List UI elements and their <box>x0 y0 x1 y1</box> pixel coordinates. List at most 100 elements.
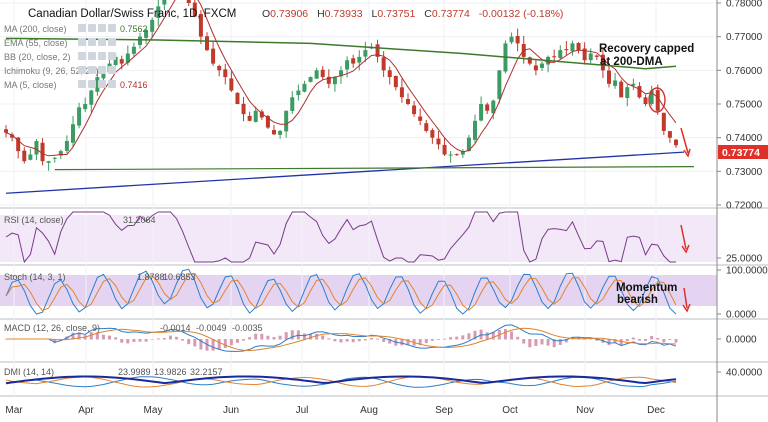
macd-histogram-bar <box>187 339 191 345</box>
dmi-minus-line <box>5 375 677 388</box>
candle-body <box>259 111 264 118</box>
overlay-toolbar-icon-1[interactable] <box>78 38 116 46</box>
open-label: O <box>262 8 270 20</box>
macd-histogram-bar <box>217 339 221 350</box>
y-tick-label: 0.77000 <box>726 32 763 43</box>
stoch-k-line <box>5 268 677 315</box>
macd-histogram-bar <box>339 339 343 343</box>
candle-body <box>83 104 88 110</box>
x-tick-label: Apr <box>78 405 94 416</box>
candle-body <box>643 97 648 104</box>
high-value: 0.73933 <box>325 8 363 20</box>
candle-body <box>351 58 356 64</box>
close-label: C <box>424 8 432 20</box>
candle-body <box>77 107 82 126</box>
down-arrow-rsi <box>680 224 687 250</box>
macd-label: MACD (12, 26, close, 9) <box>4 323 100 333</box>
macd-histogram-bar <box>637 339 641 341</box>
highlight-ellipse <box>648 87 666 113</box>
y-tick-label: 0.74000 <box>726 133 763 144</box>
macd-histogram-bar <box>625 339 629 342</box>
candle-body <box>527 57 532 64</box>
candle-body <box>515 36 520 44</box>
candle-body <box>509 36 514 43</box>
last-price-box <box>718 145 768 159</box>
macd-histogram-bar <box>430 339 434 341</box>
candle-body <box>497 70 502 99</box>
macd-histogram-bar <box>656 337 660 340</box>
macd-value-3: -0.0035 <box>232 323 263 333</box>
macd-histogram-bar <box>242 339 246 341</box>
macd-histogram-bar <box>77 332 81 340</box>
macd-histogram-bar <box>461 335 465 340</box>
candle-body <box>46 161 51 163</box>
candle-body <box>588 53 593 61</box>
candle-body <box>95 77 100 92</box>
down-arrow-price <box>680 127 689 154</box>
rsi-label: RSI (14, close) <box>4 215 64 225</box>
macd-histogram-bar <box>101 334 105 340</box>
macd-histogram-bar <box>138 339 142 342</box>
candle-body <box>430 130 435 138</box>
candle-body <box>576 43 581 51</box>
low-value: 0.73751 <box>377 8 415 20</box>
macd-histogram-bar <box>193 339 197 347</box>
candle-body <box>138 36 142 46</box>
overlay-toolbar-icon-2[interactable] <box>78 52 116 60</box>
candle-body <box>332 77 337 85</box>
candle-body <box>479 104 484 121</box>
macd-histogram-bar <box>449 337 453 340</box>
macd-histogram-bar <box>71 332 75 340</box>
macd-histogram-bar <box>558 339 562 345</box>
candle-body <box>558 50 563 58</box>
candle-body <box>211 48 216 64</box>
candle-body <box>552 56 557 58</box>
candle-body <box>156 6 161 19</box>
candle-body <box>162 0 167 5</box>
macd-histogram-bar <box>546 339 550 346</box>
x-tick-label: Oct <box>502 405 518 416</box>
overlay-toolbar-icon-3[interactable] <box>78 66 116 74</box>
macd-value-1: -0.0014 <box>160 323 191 333</box>
candle-body <box>186 0 191 3</box>
rsi-band <box>0 215 717 262</box>
macd-histogram-bar <box>564 339 568 343</box>
candle-body <box>631 83 636 86</box>
x-tick-label: Nov <box>576 405 594 416</box>
candle-body <box>570 43 575 51</box>
macd-histogram-bar <box>619 339 623 346</box>
dmi-label: DMI (14, 14) <box>4 367 54 377</box>
macd-histogram-bar <box>406 339 410 346</box>
macd-histogram-bar <box>534 339 538 347</box>
macd-histogram-bar <box>235 339 239 343</box>
candle-body <box>16 137 21 152</box>
candle-body <box>4 129 8 133</box>
macd-histogram-bar <box>467 333 471 340</box>
candle-body <box>393 75 398 88</box>
macd-histogram-bar <box>491 331 495 340</box>
macd-histogram-bar <box>211 339 215 351</box>
macd-histogram-bar <box>552 339 556 348</box>
macd-histogram-bar <box>510 331 514 340</box>
macd-histogram-bar <box>436 339 440 340</box>
macd-histogram-bar <box>455 336 459 340</box>
candle-body <box>667 131 672 138</box>
macd-histogram-bar <box>181 339 185 341</box>
indicator-tick-label: 0.0000 <box>726 335 757 346</box>
macd-histogram-bar <box>272 337 276 340</box>
x-tick-label: May <box>144 405 163 416</box>
overlay-toolbar-icon-4[interactable] <box>78 80 116 88</box>
macd-histogram-bar <box>516 336 520 340</box>
annotation-momentum-line1: Momentum <box>616 282 677 294</box>
last-price-value: 0.73774 <box>722 147 760 159</box>
macd-histogram-bar <box>120 339 124 343</box>
overlay-toolbar-icon-0[interactable] <box>78 24 116 32</box>
candle-body <box>442 144 447 155</box>
macd-histogram-bar <box>108 335 112 340</box>
candle-body <box>71 124 75 143</box>
overlay-label-4: MA (5, close) <box>4 80 57 90</box>
macd-histogram-bar <box>150 339 154 340</box>
stoch-d-value: 10.6853 <box>163 272 196 282</box>
macd-histogram-bar <box>315 333 319 340</box>
